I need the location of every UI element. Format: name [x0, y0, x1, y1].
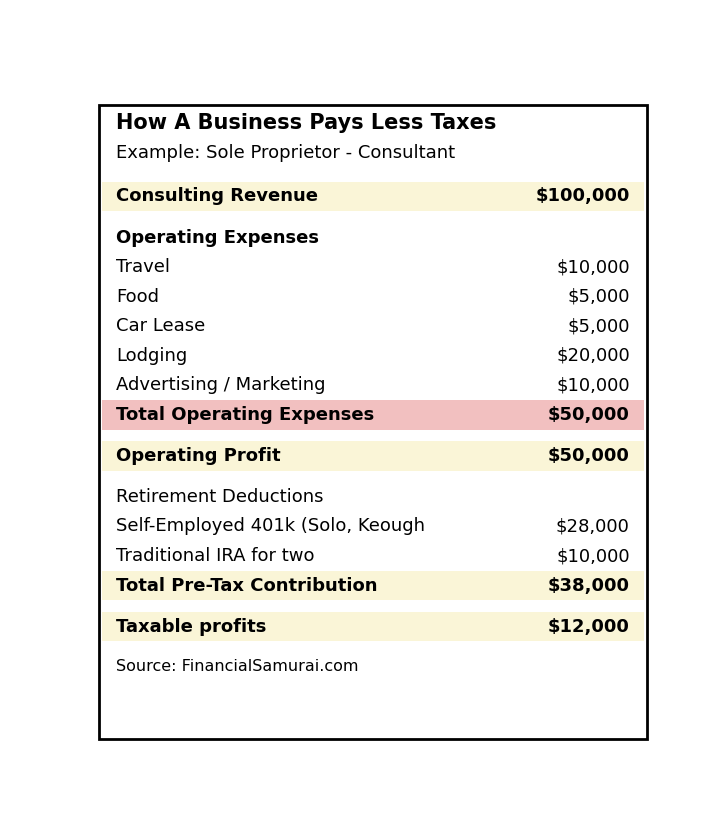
- FancyBboxPatch shape: [100, 104, 646, 739]
- FancyBboxPatch shape: [102, 512, 644, 541]
- Text: Car Lease: Car Lease: [116, 317, 205, 335]
- Text: Traditional IRA for two: Traditional IRA for two: [116, 547, 315, 565]
- Text: $38,000: $38,000: [547, 576, 630, 595]
- FancyBboxPatch shape: [102, 482, 644, 512]
- FancyBboxPatch shape: [102, 541, 644, 570]
- Text: How A Business Pays Less Taxes: How A Business Pays Less Taxes: [116, 113, 496, 133]
- FancyBboxPatch shape: [102, 211, 644, 223]
- FancyBboxPatch shape: [102, 470, 644, 482]
- Text: $100,000: $100,000: [535, 188, 630, 205]
- FancyBboxPatch shape: [102, 182, 644, 211]
- Text: Total Operating Expenses: Total Operating Expenses: [116, 406, 375, 424]
- FancyBboxPatch shape: [102, 570, 644, 600]
- Text: Self-Employed 401k (Solo, Keough: Self-Employed 401k (Solo, Keough: [116, 517, 425, 535]
- FancyBboxPatch shape: [102, 641, 644, 653]
- Text: Lodging: Lodging: [116, 347, 188, 364]
- FancyBboxPatch shape: [102, 441, 644, 470]
- Text: Source: FinancialSamurai.com: Source: FinancialSamurai.com: [116, 660, 359, 675]
- Text: $28,000: $28,000: [556, 517, 630, 535]
- Text: Advertising / Marketing: Advertising / Marketing: [116, 376, 326, 394]
- Text: Food: Food: [116, 288, 159, 305]
- Text: Operating Profit: Operating Profit: [116, 447, 281, 465]
- Text: Travel: Travel: [116, 258, 170, 276]
- Text: Total Pre-Tax Contribution: Total Pre-Tax Contribution: [116, 576, 378, 595]
- Text: $10,000: $10,000: [556, 547, 630, 565]
- Text: $10,000: $10,000: [556, 258, 630, 276]
- FancyBboxPatch shape: [102, 341, 644, 370]
- Text: $50,000: $50,000: [548, 447, 630, 465]
- FancyBboxPatch shape: [102, 400, 644, 430]
- FancyBboxPatch shape: [102, 370, 644, 400]
- FancyBboxPatch shape: [102, 612, 644, 641]
- Text: Example: Sole Proprietor - Consultant: Example: Sole Proprietor - Consultant: [116, 143, 456, 162]
- Text: $50,000: $50,000: [548, 406, 630, 424]
- FancyBboxPatch shape: [102, 600, 644, 612]
- FancyBboxPatch shape: [102, 430, 644, 441]
- FancyBboxPatch shape: [102, 223, 644, 252]
- FancyBboxPatch shape: [102, 252, 644, 282]
- Text: $5,000: $5,000: [567, 288, 630, 305]
- Text: $12,000: $12,000: [548, 618, 630, 636]
- Text: $20,000: $20,000: [556, 347, 630, 364]
- Text: Retirement Deductions: Retirement Deductions: [116, 488, 324, 506]
- FancyBboxPatch shape: [102, 282, 644, 311]
- Text: Operating Expenses: Operating Expenses: [116, 229, 320, 247]
- Text: Taxable profits: Taxable profits: [116, 618, 266, 636]
- Text: $5,000: $5,000: [567, 317, 630, 335]
- Text: $10,000: $10,000: [556, 376, 630, 394]
- FancyBboxPatch shape: [102, 311, 644, 341]
- Text: Consulting Revenue: Consulting Revenue: [116, 188, 318, 205]
